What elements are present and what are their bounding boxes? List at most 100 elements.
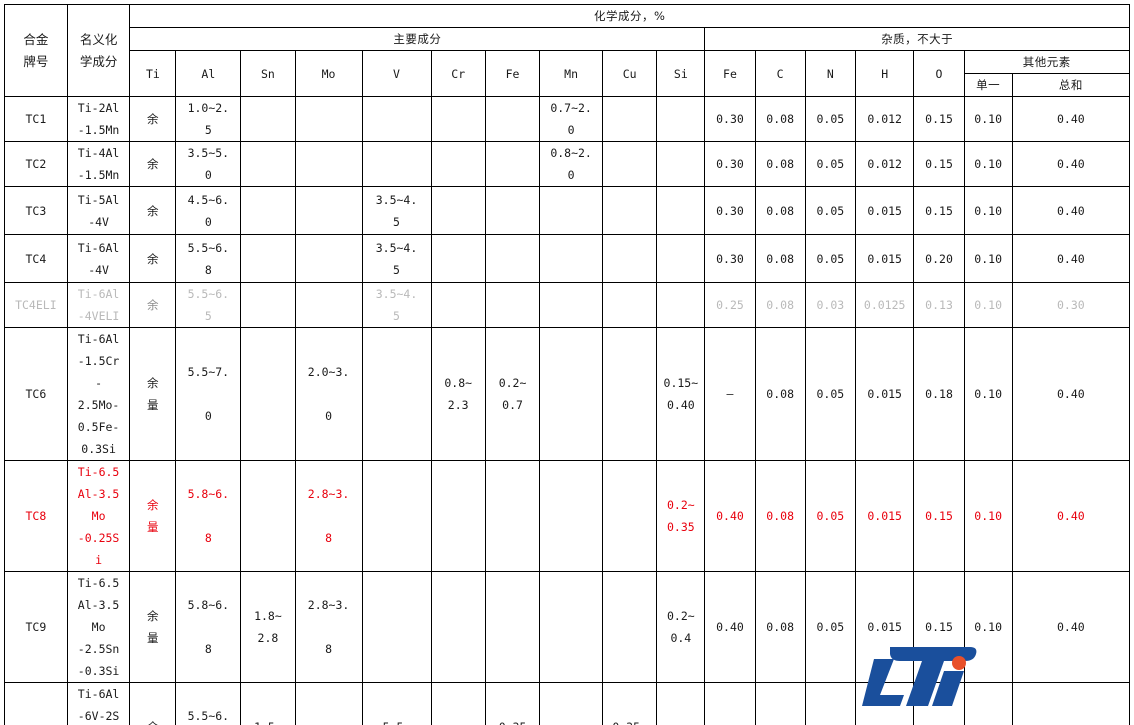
cell-main-al: 5.5~7. 0: [175, 327, 242, 461]
cell-impurity-fe: 0.30: [704, 96, 756, 142]
cell-other-total: 0.30: [1011, 282, 1131, 328]
header-nominal-composition: 名义化 学成分: [66, 4, 131, 97]
header-imp-n: N: [804, 50, 856, 97]
cell-main-ti: 余量: [129, 327, 177, 461]
cell-other-total: 0.40: [1011, 96, 1131, 142]
cell-main-ti: 余: [129, 96, 177, 142]
cell-alloy-grade: TC2: [4, 141, 68, 187]
cell-main-sn: [240, 327, 296, 461]
cell-nominal-composition: Ti-4Al -1.5Mn: [66, 141, 131, 187]
header-other-total: 总和: [1011, 73, 1131, 97]
header-el-fe: Fe: [484, 50, 541, 97]
cell-main-fe: [484, 96, 541, 142]
table-row: TC8 Ti-6.5 Al-3.5 Mo -0.25S i 余量 5.8~6. 8 2.8~3…: [4, 460, 1131, 572]
cell-main-al: 5.8~6. 8: [175, 460, 242, 572]
header-el-sn: Sn: [240, 50, 296, 97]
cell-main-mo: [294, 141, 363, 187]
cell-nominal-composition: Ti-6Al -1.5Cr -2.5Mo- 0.5Fe- 0.3Si: [66, 327, 131, 461]
cell-impurity-h: 0.012: [854, 96, 915, 142]
cell-main-al: 1.0~2. 5: [175, 96, 242, 142]
table-row: TC2 Ti-4Al -1.5Mn 余 3.5~5. 0 0.8~2. 0 0.30 0.08…: [4, 141, 1131, 187]
cell-other-total: 0.40: [1011, 234, 1131, 283]
header-imp-fe: Fe: [704, 50, 756, 97]
cell-other-single: 0.10: [963, 186, 1013, 235]
cell-main-cr: [430, 186, 486, 235]
cell-main-v: [361, 460, 432, 572]
alloy-composition-table: 合金 牌号 名义化 学成分 化学成分，% 主要成分 杂质，不大于 Ti Al S…: [4, 4, 1131, 725]
cell-impurity-o: 0.15: [913, 460, 965, 572]
cell-main-cr: [430, 282, 486, 328]
cell-main-mo: [294, 682, 363, 725]
cell-other-single: 0.10: [963, 327, 1013, 461]
cell-main-cu: [601, 460, 658, 572]
cell-alloy-grade: TC4ELI: [4, 282, 68, 328]
cell-main-mo: 2.8~3. 8: [294, 571, 363, 683]
header-alloy-grade-l1: 合金: [23, 31, 49, 47]
table-row: TC1 Ti-2Al -1.5Mn 余 1.0~2. 5 0.7~2. 0 0.30 0.08…: [4, 96, 1131, 142]
cell-impurity-fe: 0.30: [704, 141, 756, 187]
cell-main-cr: [430, 96, 486, 142]
cell-other-single: 0.10: [963, 682, 1013, 725]
cell-impurity-o: 0.18: [913, 327, 965, 461]
cell-impurity-o: 0.15: [913, 571, 965, 683]
cell-main-cu: [601, 571, 658, 683]
cell-impurity-n: 0.04: [804, 682, 856, 725]
cell-main-si: 0.2~ 0.35: [656, 460, 706, 572]
header-alloy-grade-l2: 牌号: [23, 53, 49, 69]
cell-impurity-h: 0.015: [854, 571, 915, 683]
cell-nominal-composition: Ti-6Al -4V: [66, 234, 131, 283]
cell-main-cr: [430, 571, 486, 683]
cell-impurity-n: 0.05: [804, 96, 856, 142]
header-el-al: Al: [175, 50, 242, 97]
cell-main-cu: [601, 234, 658, 283]
cell-main-cr: [430, 682, 486, 725]
cell-main-mn: [539, 571, 603, 683]
cell-main-cu: [601, 96, 658, 142]
cell-main-ti: 余: [129, 282, 177, 328]
cell-main-mn: [539, 682, 603, 725]
cell-main-fe: [484, 460, 541, 572]
cell-impurity-fe: 0.25: [704, 282, 756, 328]
cell-main-si: 0.2~ 0.4: [656, 571, 706, 683]
header-el-ti: Ti: [129, 50, 177, 97]
cell-main-v: [361, 96, 432, 142]
cell-alloy-grade: TC9: [4, 571, 68, 683]
cell-main-cu: [601, 282, 658, 328]
cell-main-mo: 2.8~3. 8: [294, 460, 363, 572]
cell-alloy-grade: TC10: [4, 682, 68, 725]
cell-main-fe: [484, 186, 541, 235]
cell-other-total: 0.40: [1011, 327, 1131, 461]
cell-nominal-composition: Ti-6.5 Al-3.5 Mo -2.5Sn -0.3Si: [66, 571, 131, 683]
cell-main-v: 3.5~4. 5: [361, 186, 432, 235]
cell-impurity-c: 0.08: [754, 327, 806, 461]
cell-nominal-composition: Ti-6Al-6V-2Sn-0.5Cu-0.5Fe: [66, 682, 131, 725]
cell-impurity-o: 0.20: [913, 682, 965, 725]
header-el-cu: Cu: [601, 50, 658, 97]
cell-impurity-h: 0.015: [854, 234, 915, 283]
cell-main-v: 5.5~6.5: [361, 682, 432, 725]
cell-main-al: 5.5~6. 5: [175, 282, 242, 328]
cell-main-fe: [484, 141, 541, 187]
cell-other-total: 0.40: [1011, 186, 1131, 235]
cell-main-fe: [484, 282, 541, 328]
cell-impurity-n: 0.05: [804, 141, 856, 187]
cell-main-mn: [539, 282, 603, 328]
table-row: TC10Ti-6Al-6V-2Sn-0.5Cu-0.5Fe余量5.5~6. 51…: [4, 682, 1131, 725]
cell-main-v: [361, 327, 432, 461]
cell-impurity-o: 0.20: [913, 234, 965, 283]
header-nominal-l2: 学成分: [79, 53, 118, 69]
cell-impurity-c: 0.08: [754, 96, 806, 142]
header-nominal-l1: 名义化: [79, 31, 118, 47]
header-other-elements: 其他元素: [963, 50, 1131, 74]
cell-main-ti: 余量: [129, 571, 177, 683]
cell-impurity-c: 0.08: [754, 571, 806, 683]
cell-other-single: 0.10: [963, 571, 1013, 683]
cell-impurity-o: 0.15: [913, 141, 965, 187]
cell-main-v: 3.5~4. 5: [361, 234, 432, 283]
cell-impurity-h: 0.015: [854, 682, 915, 725]
cell-other-total: 0.40: [1011, 460, 1131, 572]
cell-other-total: 0.40: [1011, 571, 1131, 683]
cell-main-ti: 余: [129, 234, 177, 283]
cell-main-sn: 1.8~ 2.8: [240, 571, 296, 683]
